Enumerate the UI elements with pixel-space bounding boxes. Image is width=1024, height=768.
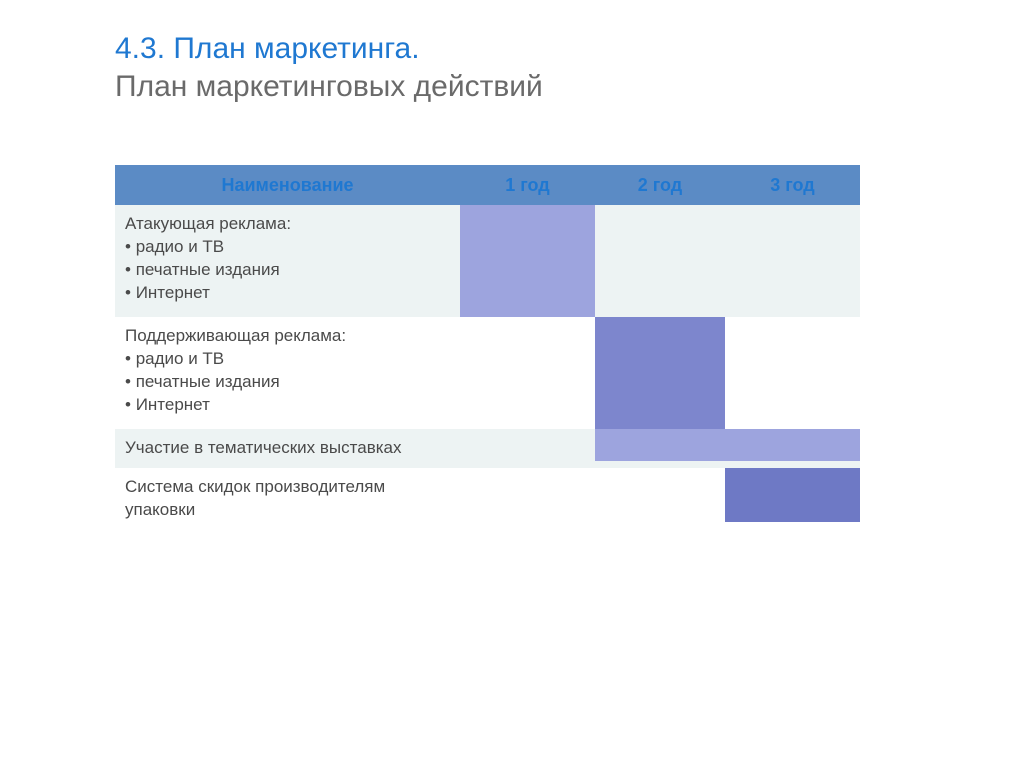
col-header-year3: 3 год xyxy=(725,165,860,205)
row-label-text: Система скидок производителям упаковки xyxy=(125,476,450,522)
empty-cell xyxy=(460,429,595,461)
year-cell xyxy=(595,205,725,317)
empty-cell xyxy=(460,468,595,522)
year-cell xyxy=(595,317,725,429)
year-cell xyxy=(725,468,860,530)
row-label: Атакующая реклама:радио и ТВпечатные изд… xyxy=(115,205,460,317)
table-row: Атакующая реклама:радио и ТВпечатные изд… xyxy=(115,205,860,317)
row-label: Участие в тематических выставках xyxy=(115,429,460,468)
year-cell xyxy=(460,317,595,429)
empty-cell xyxy=(595,468,725,522)
bullet-item: печатные издания xyxy=(125,259,450,282)
year-cell xyxy=(725,205,860,317)
row-label: Поддерживающая реклама:радио и ТВпечатны… xyxy=(115,317,460,429)
year-cell xyxy=(725,429,860,468)
empty-cell xyxy=(725,317,860,429)
title-line-2: План маркетинговых действий xyxy=(115,68,964,106)
bullet-item: радио и ТВ xyxy=(125,348,450,371)
marketing-plan-table: Наименование 1 год 2 год 3 год Атакующая… xyxy=(115,165,860,530)
empty-cell xyxy=(725,205,860,317)
year-cell xyxy=(595,429,725,468)
year-cell xyxy=(725,317,860,429)
row-label-text: Участие в тематических выставках xyxy=(125,437,450,460)
gantt-fill xyxy=(595,317,725,429)
table-row: Система скидок производителям упаковки xyxy=(115,468,860,530)
title-line-1: 4.3. План маркетинга. xyxy=(115,30,964,68)
row-bullets: радио и ТВпечатные изданияИнтернет xyxy=(125,348,450,417)
col-header-name: Наименование xyxy=(115,165,460,205)
bullet-item: печатные издания xyxy=(125,371,450,394)
row-bullets: радио и ТВпечатные изданияИнтернет xyxy=(125,236,450,305)
slide: 4.3. План маркетинга. План маркетинговых… xyxy=(0,0,1024,768)
year-cell xyxy=(595,468,725,530)
col-header-year2: 2 год xyxy=(595,165,725,205)
table-row: Поддерживающая реклама:радио и ТВпечатны… xyxy=(115,317,860,429)
row-label: Система скидок производителям упаковки xyxy=(115,468,460,530)
row-label-text: Атакующая реклама: xyxy=(125,213,450,236)
row-label-text: Поддерживающая реклама: xyxy=(125,325,450,348)
gantt-fill xyxy=(595,429,725,461)
col-header-year1: 1 год xyxy=(460,165,595,205)
year-cell xyxy=(460,429,595,468)
gantt-fill xyxy=(460,205,595,317)
gantt-fill xyxy=(725,468,860,522)
year-cell xyxy=(460,205,595,317)
gantt-fill xyxy=(725,429,860,461)
empty-cell xyxy=(595,205,725,317)
table-header-row: Наименование 1 год 2 год 3 год xyxy=(115,165,860,205)
bullet-item: радио и ТВ xyxy=(125,236,450,259)
bullet-item: Интернет xyxy=(125,282,450,305)
empty-cell xyxy=(460,317,595,429)
year-cell xyxy=(460,468,595,530)
table-row: Участие в тематических выставках xyxy=(115,429,860,468)
title-block: 4.3. План маркетинга. План маркетинговых… xyxy=(115,30,964,105)
bullet-item: Интернет xyxy=(125,394,450,417)
